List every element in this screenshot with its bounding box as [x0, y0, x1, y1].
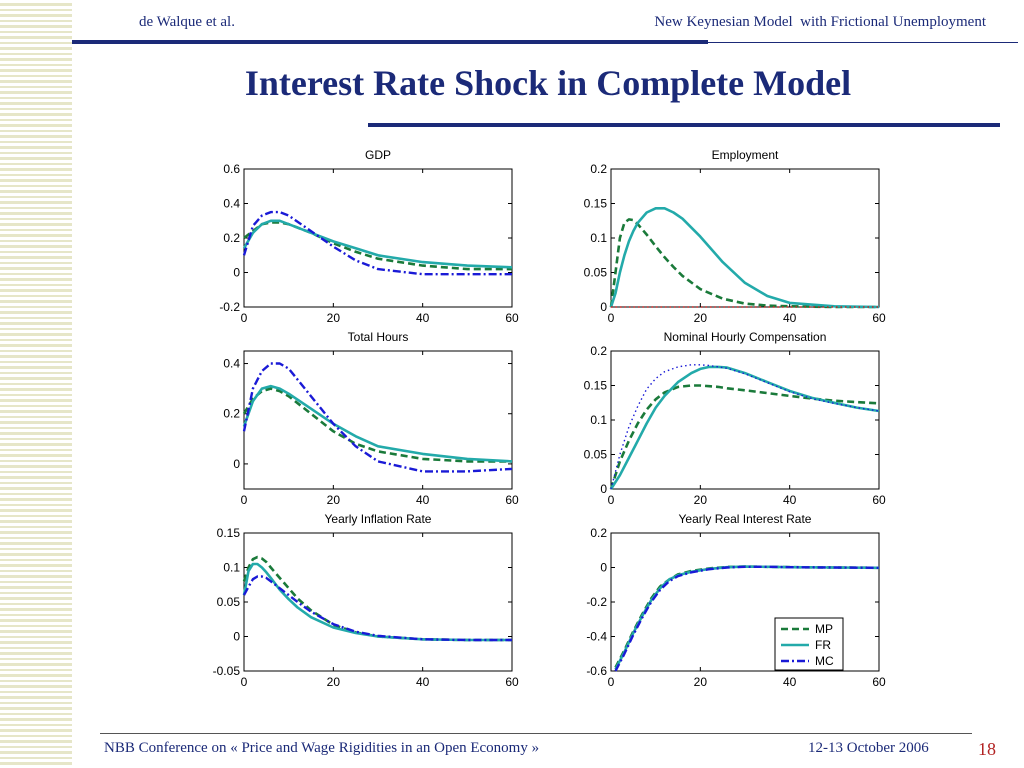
header-paper-title: New Keynesian Model with Frictional Unem… [654, 14, 986, 30]
series-line-fr [242, 219, 513, 269]
y-tick-label: 0 [233, 266, 240, 280]
y-tick-label: 0.1 [590, 231, 607, 245]
plot-title: Yearly Real Interest Rate [679, 512, 812, 526]
x-tick-label: 0 [241, 493, 248, 507]
x-tick-label: 60 [505, 493, 519, 507]
x-tick-label: 20 [694, 311, 708, 325]
plot-title: Employment [712, 148, 779, 162]
series-line-fr [609, 365, 880, 490]
x-tick-label: 0 [608, 493, 615, 507]
header-rule [72, 40, 708, 44]
y-tick-label: 0.05 [217, 595, 241, 609]
series-line-mc [242, 362, 513, 473]
page-number: 18 [978, 739, 996, 759]
legend-label-fr: FR [815, 638, 831, 652]
y-tick-label: 0.4 [223, 357, 240, 371]
y-tick-label: 0.6 [223, 162, 240, 176]
x-tick-label: 40 [416, 493, 430, 507]
plot-frame [243, 168, 513, 308]
legend-label-mc: MC [815, 654, 834, 668]
series-line-mc [242, 210, 512, 276]
y-tick-label: -0.2 [586, 595, 607, 609]
y-tick-label: 0.2 [590, 526, 607, 540]
y-tick-label: 0.15 [584, 379, 608, 393]
y-tick-label: 0.15 [217, 526, 241, 540]
footer-date: 12-13 October 2006 [808, 740, 929, 756]
y-tick-label: 0.2 [590, 344, 607, 358]
header-rule-thin [708, 42, 1018, 43]
y-tick-label: 0.2 [223, 231, 240, 245]
y-tick-label: 0 [233, 457, 240, 471]
series-line-mp [609, 218, 879, 309]
decorative-stripe-bar [0, 0, 72, 768]
header-authors: de Walque et al. [139, 14, 235, 30]
series-line-mp [609, 384, 880, 490]
x-tick-label: 0 [608, 311, 615, 325]
y-tick-label: -0.6 [586, 664, 607, 678]
footer-rule [100, 733, 972, 734]
y-tick-label: 0.2 [223, 407, 240, 421]
x-tick-label: 20 [327, 493, 341, 507]
plot-title: Total Hours [348, 330, 409, 344]
x-tick-label: 40 [783, 675, 797, 689]
y-tick-label: 0.4 [223, 197, 240, 211]
x-tick-label: 20 [694, 675, 708, 689]
plot-frame [610, 168, 880, 308]
y-tick-label: 0.1 [223, 561, 240, 575]
x-tick-label: 60 [505, 675, 519, 689]
y-tick-label: 0.05 [584, 266, 608, 280]
x-tick-label: 20 [327, 311, 341, 325]
x-tick-label: 0 [241, 675, 248, 689]
y-tick-label: -0.4 [586, 630, 607, 644]
series-line-fr [242, 562, 512, 642]
plot-frame [243, 532, 513, 672]
plot-title: GDP [365, 148, 391, 162]
x-tick-label: 20 [327, 675, 341, 689]
plot-frame [243, 350, 513, 490]
y-tick-label: 0 [600, 561, 607, 575]
x-tick-label: 60 [872, 493, 886, 507]
x-tick-label: 40 [783, 311, 797, 325]
plot-title: Yearly Inflation Rate [325, 512, 432, 526]
x-tick-label: 20 [694, 493, 708, 507]
series-line-mp [242, 387, 512, 463]
series-line-mc [242, 575, 512, 642]
series-line-fr [242, 384, 513, 463]
y-tick-label: 0 [233, 630, 240, 644]
plot-frame [610, 350, 880, 490]
slide-title: Interest Rate Shock in Complete Model [244, 63, 852, 103]
series-line-mc [610, 364, 880, 490]
legend-label-mp: MP [815, 622, 833, 636]
x-tick-label: 60 [872, 675, 886, 689]
footer-conference: NBB Conference on « Price and Wage Rigid… [104, 740, 540, 756]
series-line-fr [609, 207, 880, 309]
y-tick-label: 0.05 [584, 448, 608, 462]
x-tick-label: 0 [608, 675, 615, 689]
y-tick-label: 0.2 [590, 162, 607, 176]
y-tick-label: -0.2 [219, 300, 240, 314]
y-tick-label: 0.1 [590, 413, 607, 427]
y-tick-label: -0.05 [213, 664, 241, 678]
series-line-mc [614, 565, 880, 672]
y-tick-label: 0 [600, 300, 607, 314]
x-tick-label: 40 [416, 311, 430, 325]
title-rule [368, 123, 1000, 127]
x-tick-label: 60 [872, 311, 886, 325]
x-tick-label: 40 [416, 675, 430, 689]
x-tick-label: 60 [505, 311, 519, 325]
y-tick-label: 0.15 [584, 197, 608, 211]
plot-title: Nominal Hourly Compensation [664, 330, 827, 344]
x-tick-label: 40 [783, 493, 797, 507]
y-tick-label: 0 [600, 482, 607, 496]
x-tick-label: 0 [241, 311, 248, 325]
